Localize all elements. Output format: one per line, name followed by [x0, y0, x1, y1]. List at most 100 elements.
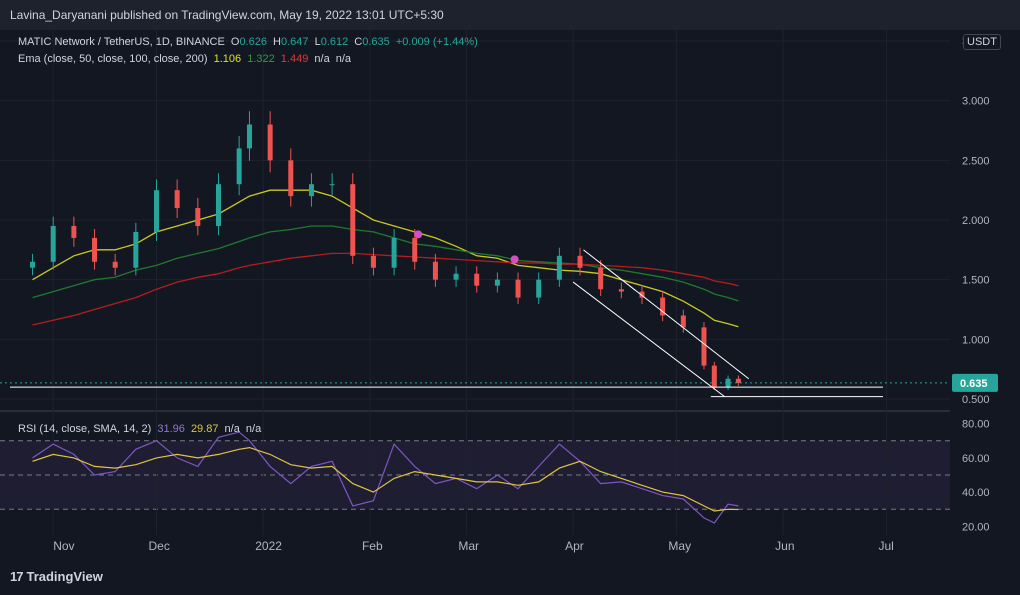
candle-body — [711, 365, 717, 388]
candle-body — [515, 279, 521, 298]
footer — [0, 560, 1020, 595]
rsi-tick-label: 20.00 — [962, 521, 990, 533]
candle-body — [432, 261, 438, 280]
candle-body — [494, 279, 500, 286]
candle-body — [329, 184, 335, 186]
candle-body — [701, 327, 707, 366]
time-tick-label: Feb — [362, 539, 383, 553]
time-tick-label: Apr — [565, 539, 584, 553]
tradingview-logo-icon: 17 — [10, 569, 24, 584]
rsi-line — [32, 431, 739, 524]
time-tick-label: Jun — [775, 539, 794, 553]
price-tick-label: 2.000 — [962, 215, 990, 227]
price-tick-label: 1.500 — [962, 275, 990, 287]
rsi-sma-line — [32, 446, 739, 512]
rsi-na2: n/a — [245, 423, 262, 435]
change-value: +0.009 (+1.44%) — [395, 36, 478, 48]
high-label: H — [273, 36, 281, 48]
time-tick-label: Nov — [53, 539, 74, 553]
last-price-badge — [952, 373, 998, 392]
candle-body — [112, 261, 118, 268]
candle-body — [391, 237, 397, 268]
ema-line — [32, 225, 739, 302]
candle-body — [92, 237, 98, 262]
candle-body — [680, 315, 686, 328]
price-chart[interactable] — [0, 30, 950, 535]
time-tick-label: Jul — [878, 539, 893, 553]
candle-body — [30, 261, 36, 268]
close-label: C — [354, 36, 363, 48]
candle-body — [639, 291, 645, 298]
close-value: 0.635 — [362, 36, 390, 48]
candle-body — [195, 208, 201, 226]
currency-badge[interactable]: USDT — [963, 34, 1001, 50]
open-value: 0.626 — [239, 36, 267, 48]
candle-body — [133, 231, 139, 268]
candle-body — [598, 267, 604, 290]
ema-na2: n/a — [335, 53, 352, 65]
price-tick-label: 3.000 — [962, 96, 990, 108]
chart-area[interactable]: MATIC Network / TetherUS, 1D, BINANCE O0… — [0, 30, 950, 535]
time-tick-label: Mar — [458, 539, 479, 553]
rsi-tick-label: 40.00 — [962, 487, 990, 499]
time-axis-labels: Nov Dec 2022 Feb Mar Apr May Jun Jul — [53, 539, 894, 553]
price-tick-label: 2.500 — [962, 155, 990, 167]
candle-body — [154, 190, 160, 232]
candle-body — [236, 148, 242, 185]
rsi-label: RSI (14, close, SMA, 14, 2) — [18, 423, 152, 435]
time-tick-label: 2022 — [255, 539, 282, 553]
signal-marker — [414, 230, 423, 239]
candle-body — [71, 225, 77, 238]
time-tick-label: May — [668, 539, 691, 553]
candle-body — [735, 378, 741, 383]
candle-body — [288, 160, 294, 197]
candle-body — [660, 297, 666, 316]
ema100-value: 1.322 — [247, 53, 275, 65]
publisher-info: Lavina_Daryanani published on TradingVie… — [10, 8, 444, 22]
candle-body — [725, 378, 731, 388]
ema-label: Ema (close, 50, close, 100, close, 200) — [18, 53, 208, 65]
candle-body — [618, 289, 624, 292]
candle-body — [215, 184, 221, 226]
candle-body — [577, 255, 583, 268]
ema-line — [32, 252, 739, 326]
top-bar: Lavina_Daryanani published on TradingVie… — [0, 0, 1020, 30]
candle-body — [370, 255, 376, 268]
time-axis[interactable]: Nov Dec 2022 Feb Mar Apr May Jun Jul — [0, 535, 1020, 560]
ema-legend: Ema (close, 50, close, 100, close, 200) … — [18, 53, 354, 65]
brand-name: TradingView — [26, 569, 103, 584]
candle-body — [536, 279, 542, 298]
price-axis[interactable]: 3.5003.0002.5002.0001.5001.0000.50080.00… — [950, 30, 1020, 535]
low-value: 0.612 — [320, 36, 349, 48]
candle-body — [308, 184, 314, 197]
symbol-legend: MATIC Network / TetherUS, 1D, BINANCE O0… — [18, 36, 481, 48]
ema-line — [32, 189, 739, 328]
rsi-sma-value: 29.87 — [190, 423, 219, 435]
tradingview-logo[interactable]: 17 TradingView — [10, 569, 103, 584]
candle-body — [350, 184, 356, 256]
candle-body — [174, 190, 180, 209]
signal-marker — [510, 255, 519, 264]
price-axis-labels: 3.5003.0002.5002.0001.5001.0000.50080.00… — [952, 36, 998, 533]
channel-line — [572, 281, 725, 398]
rsi-band-fill — [0, 440, 950, 510]
last-price-label: 0.635 — [960, 378, 988, 390]
candle-body — [453, 273, 459, 280]
rsi-tick-label: 80.00 — [962, 419, 990, 431]
rsi-tick-label: 60.00 — [962, 453, 990, 465]
channel-line — [583, 249, 750, 380]
candle-body — [246, 124, 252, 149]
candle-body — [412, 237, 418, 262]
low-label: L — [314, 36, 321, 48]
price-tick-label: 1.000 — [962, 334, 990, 346]
rsi-legend: RSI (14, close, SMA, 14, 2) 31.96 29.87 … — [18, 423, 264, 435]
candle-body — [267, 124, 273, 161]
open-label: O — [230, 36, 240, 48]
ema-na1: n/a — [314, 53, 330, 65]
ema200-value: 1.449 — [280, 53, 309, 65]
symbol-name: MATIC Network / TetherUS, 1D, BINANCE — [18, 36, 225, 48]
time-tick-label: Dec — [149, 539, 170, 553]
candle-body — [474, 273, 480, 286]
candle-body — [50, 225, 56, 262]
rsi-na1: n/a — [224, 423, 240, 435]
